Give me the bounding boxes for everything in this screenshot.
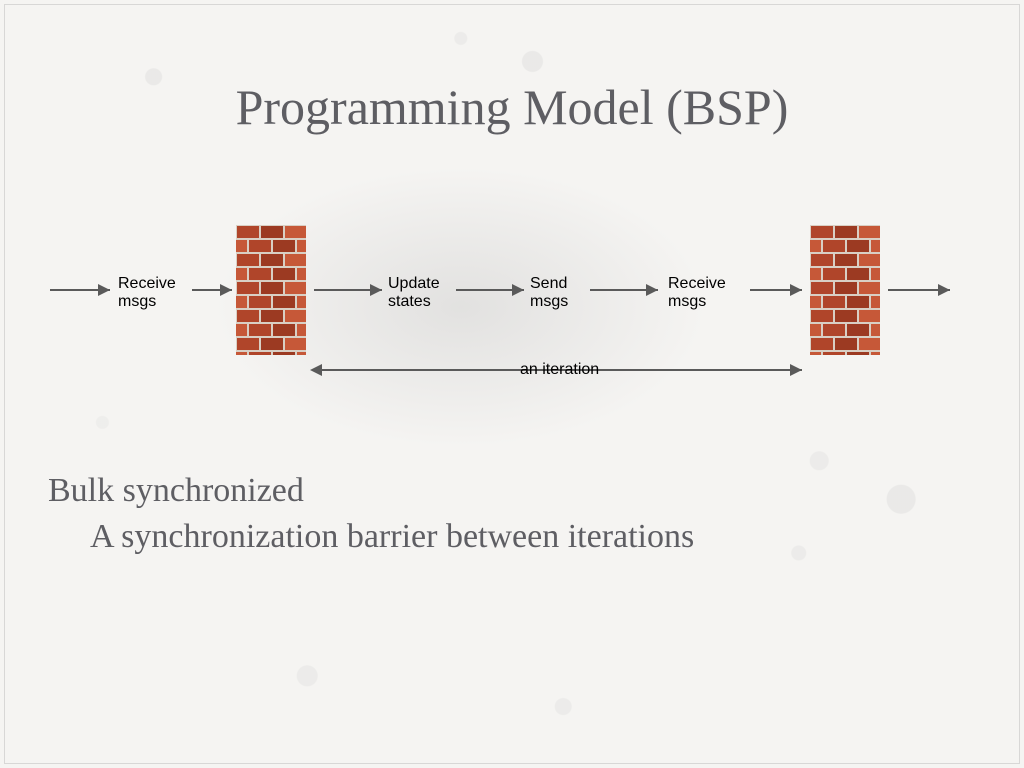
label-iteration: an iteration: [520, 361, 599, 379]
label-receive-1: Receive msgs: [118, 275, 176, 312]
label-receive-2: Receive msgs: [668, 275, 726, 312]
body-line-1: Bulk synchronized: [48, 472, 304, 510]
label-update: Update states: [388, 275, 440, 312]
bsp-diagram: Receive msgs Update states Send msgs Rec…: [50, 225, 970, 395]
slide-title: Programming Model (BSP): [0, 78, 1024, 136]
body-line-2: A synchronization barrier between iterat…: [90, 518, 694, 556]
arrows: [50, 225, 970, 395]
label-send: Send msgs: [530, 275, 568, 312]
